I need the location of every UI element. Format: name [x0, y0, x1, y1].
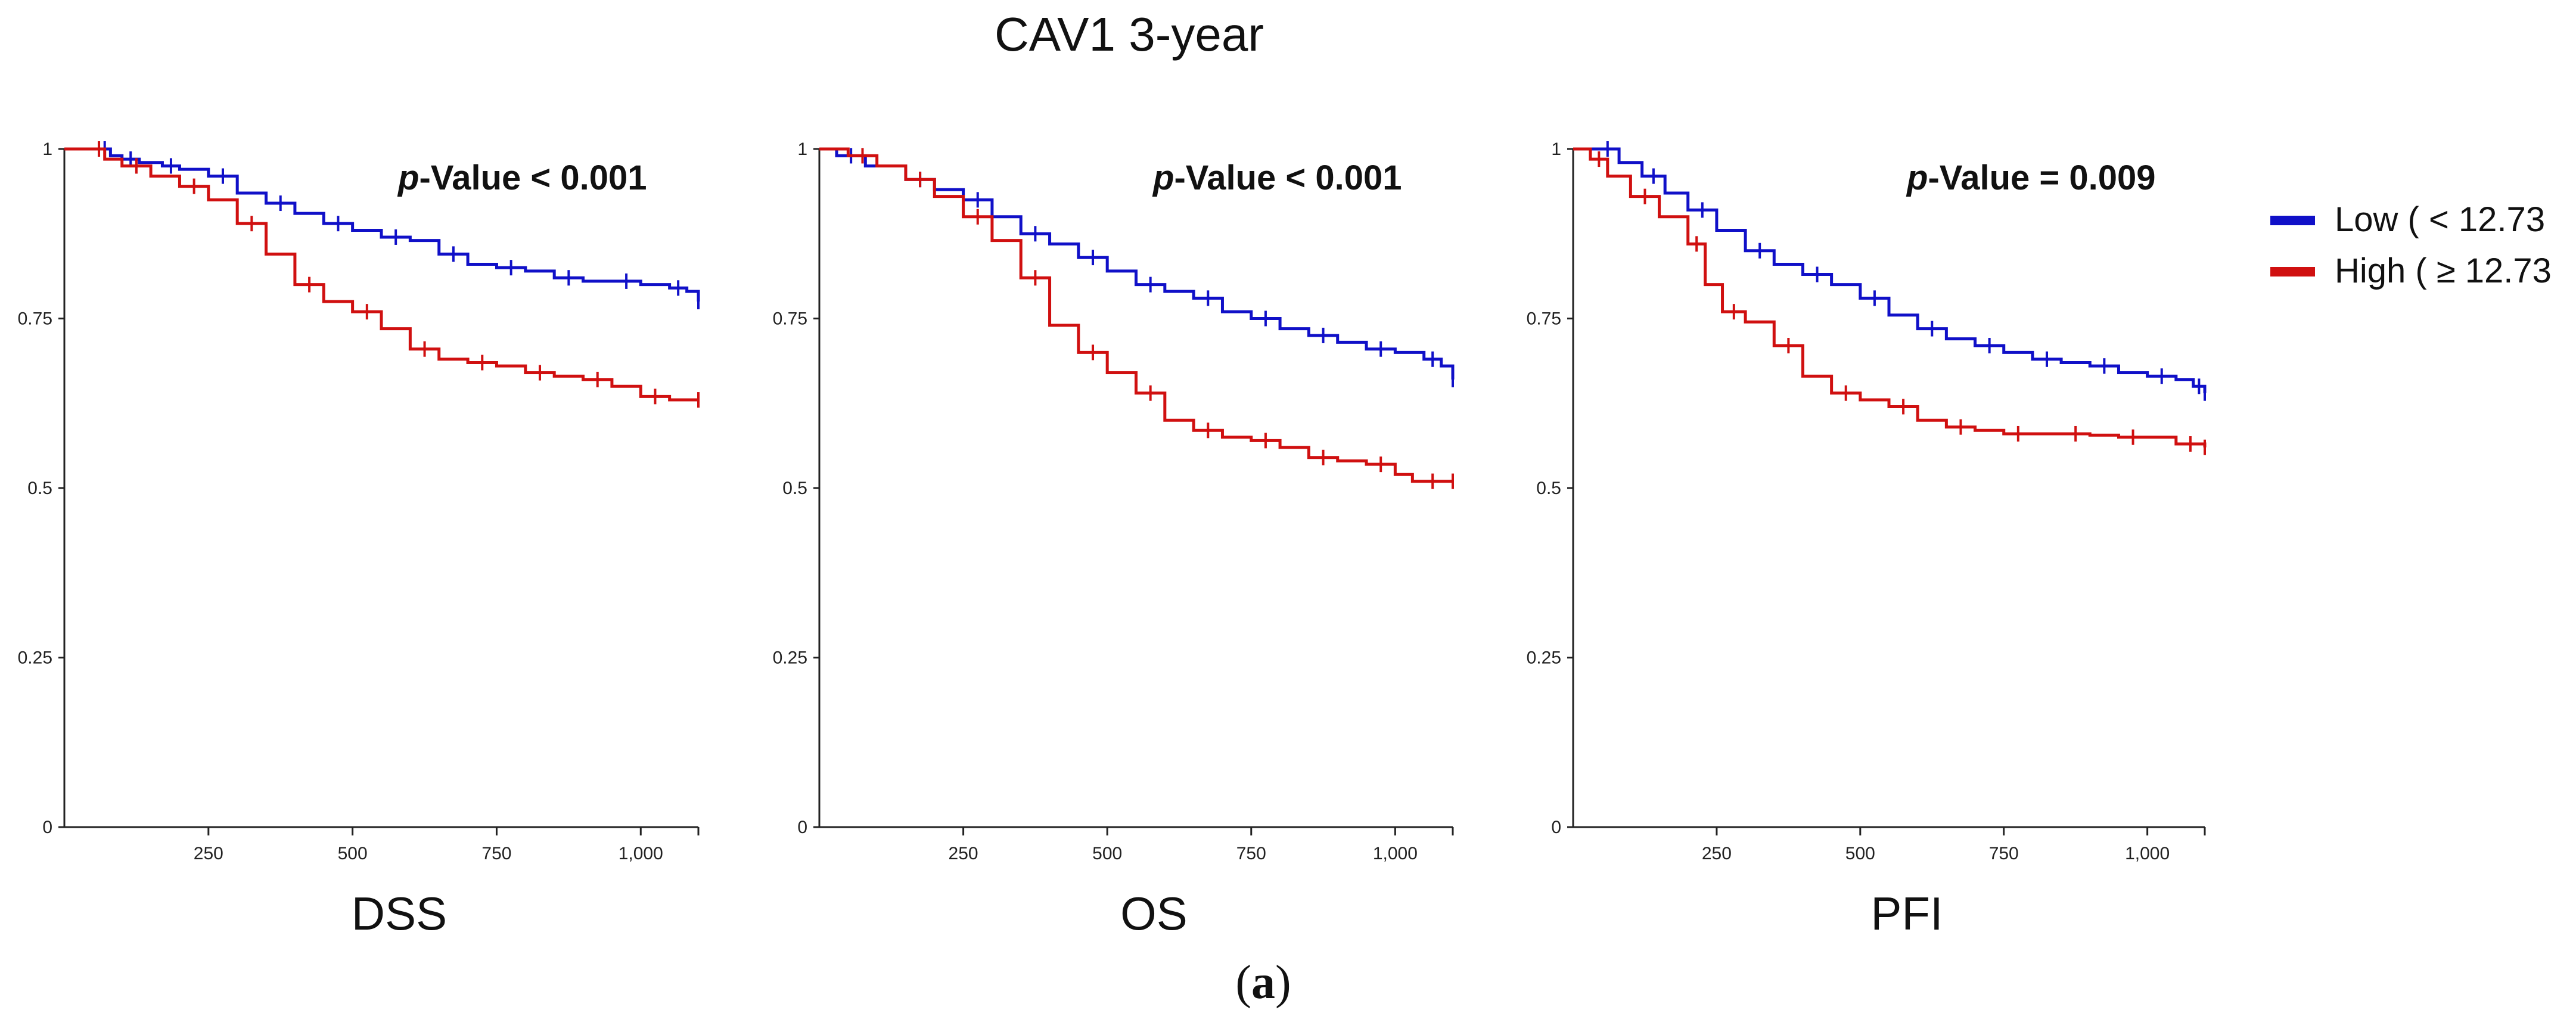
p-value-label: p-Value < 0.001 [397, 159, 647, 197]
y-tick-label: 1 [42, 139, 52, 159]
x-tick-label: 1,000 [619, 844, 663, 863]
panel-label: PFI [1870, 887, 1943, 940]
x-tick-label: 250 [194, 844, 223, 863]
x-tick-label: 250 [1702, 844, 1732, 863]
y-tick-label: 0.5 [27, 479, 52, 498]
subfigure-label: (a) [1235, 956, 1291, 1009]
y-tick-label: 0.5 [782, 479, 807, 498]
y-tick-label: 0.75 [773, 309, 807, 329]
x-tick-label: 1,000 [2125, 844, 2170, 863]
panel-pfi: 0 0.25 0.5 0.75 1 250 500 750 1,000 p-Value = 0.0… [1527, 139, 2207, 940]
x-tick-label: 750 [1236, 844, 1266, 863]
y-tick-label: 0.25 [773, 648, 807, 668]
y-tick-label: 0.5 [1536, 479, 1561, 498]
legend: Low ( < 12.73 High ( ≥ 12.73 [2270, 200, 2552, 290]
subfigure-letter: a [1251, 956, 1275, 1009]
figure-title: CAV1 3-year [995, 8, 1264, 61]
p-value-label: p-Value < 0.001 [1152, 159, 1402, 197]
x-tick-label: 250 [949, 844, 978, 863]
p-value-label: p-Value = 0.009 [1906, 159, 2156, 197]
low-series-line [1573, 147, 2207, 393]
x-tick-label: 750 [1989, 844, 2019, 863]
y-tick-label: 1 [1551, 139, 1561, 159]
y-tick-label: 0 [1551, 818, 1561, 837]
legend-high-label: High ( ≥ 12.73 [2335, 251, 2552, 290]
p-value-text: -Value < 0.001 [1174, 159, 1402, 197]
y-tick-label: 0 [797, 818, 807, 837]
y-tick-label: 0.25 [18, 648, 52, 668]
y-tick-label: 0.75 [18, 309, 52, 329]
x-tick-label: 500 [1845, 844, 1875, 863]
panel-label: DSS [352, 887, 447, 940]
high-series-line [64, 147, 698, 402]
p-value-text: -Value < 0.001 [419, 159, 647, 197]
low-series-line [64, 147, 700, 302]
p-value-prefix: p [1906, 159, 1928, 197]
p-value-prefix: p [1152, 159, 1174, 197]
x-tick-label: 500 [338, 844, 368, 863]
panel-os: 0 0.25 0.5 0.75 1 250 500 750 1,000 p-Value < 0.0… [773, 139, 1455, 940]
panel-label: OS [1120, 887, 1188, 940]
y-tick-label: 0.75 [1527, 309, 1561, 329]
high-series-line [819, 147, 1453, 483]
x-tick-label: 1,000 [1373, 844, 1418, 863]
x-tick-label: 750 [481, 844, 511, 863]
y-tick-label: 1 [797, 139, 807, 159]
panel-dss: 0 0.25 0.5 0.75 1 250 500 750 1,000 p-Value < 0.0… [18, 139, 700, 940]
legend-low-label: Low ( < 12.73 [2335, 200, 2545, 239]
p-value-text: -Value = 0.009 [1928, 159, 2155, 197]
y-tick-label: 0.25 [1527, 648, 1561, 668]
x-tick-label: 500 [1092, 844, 1122, 863]
y-tick-label: 0 [42, 818, 52, 837]
p-value-prefix: p [397, 159, 419, 197]
